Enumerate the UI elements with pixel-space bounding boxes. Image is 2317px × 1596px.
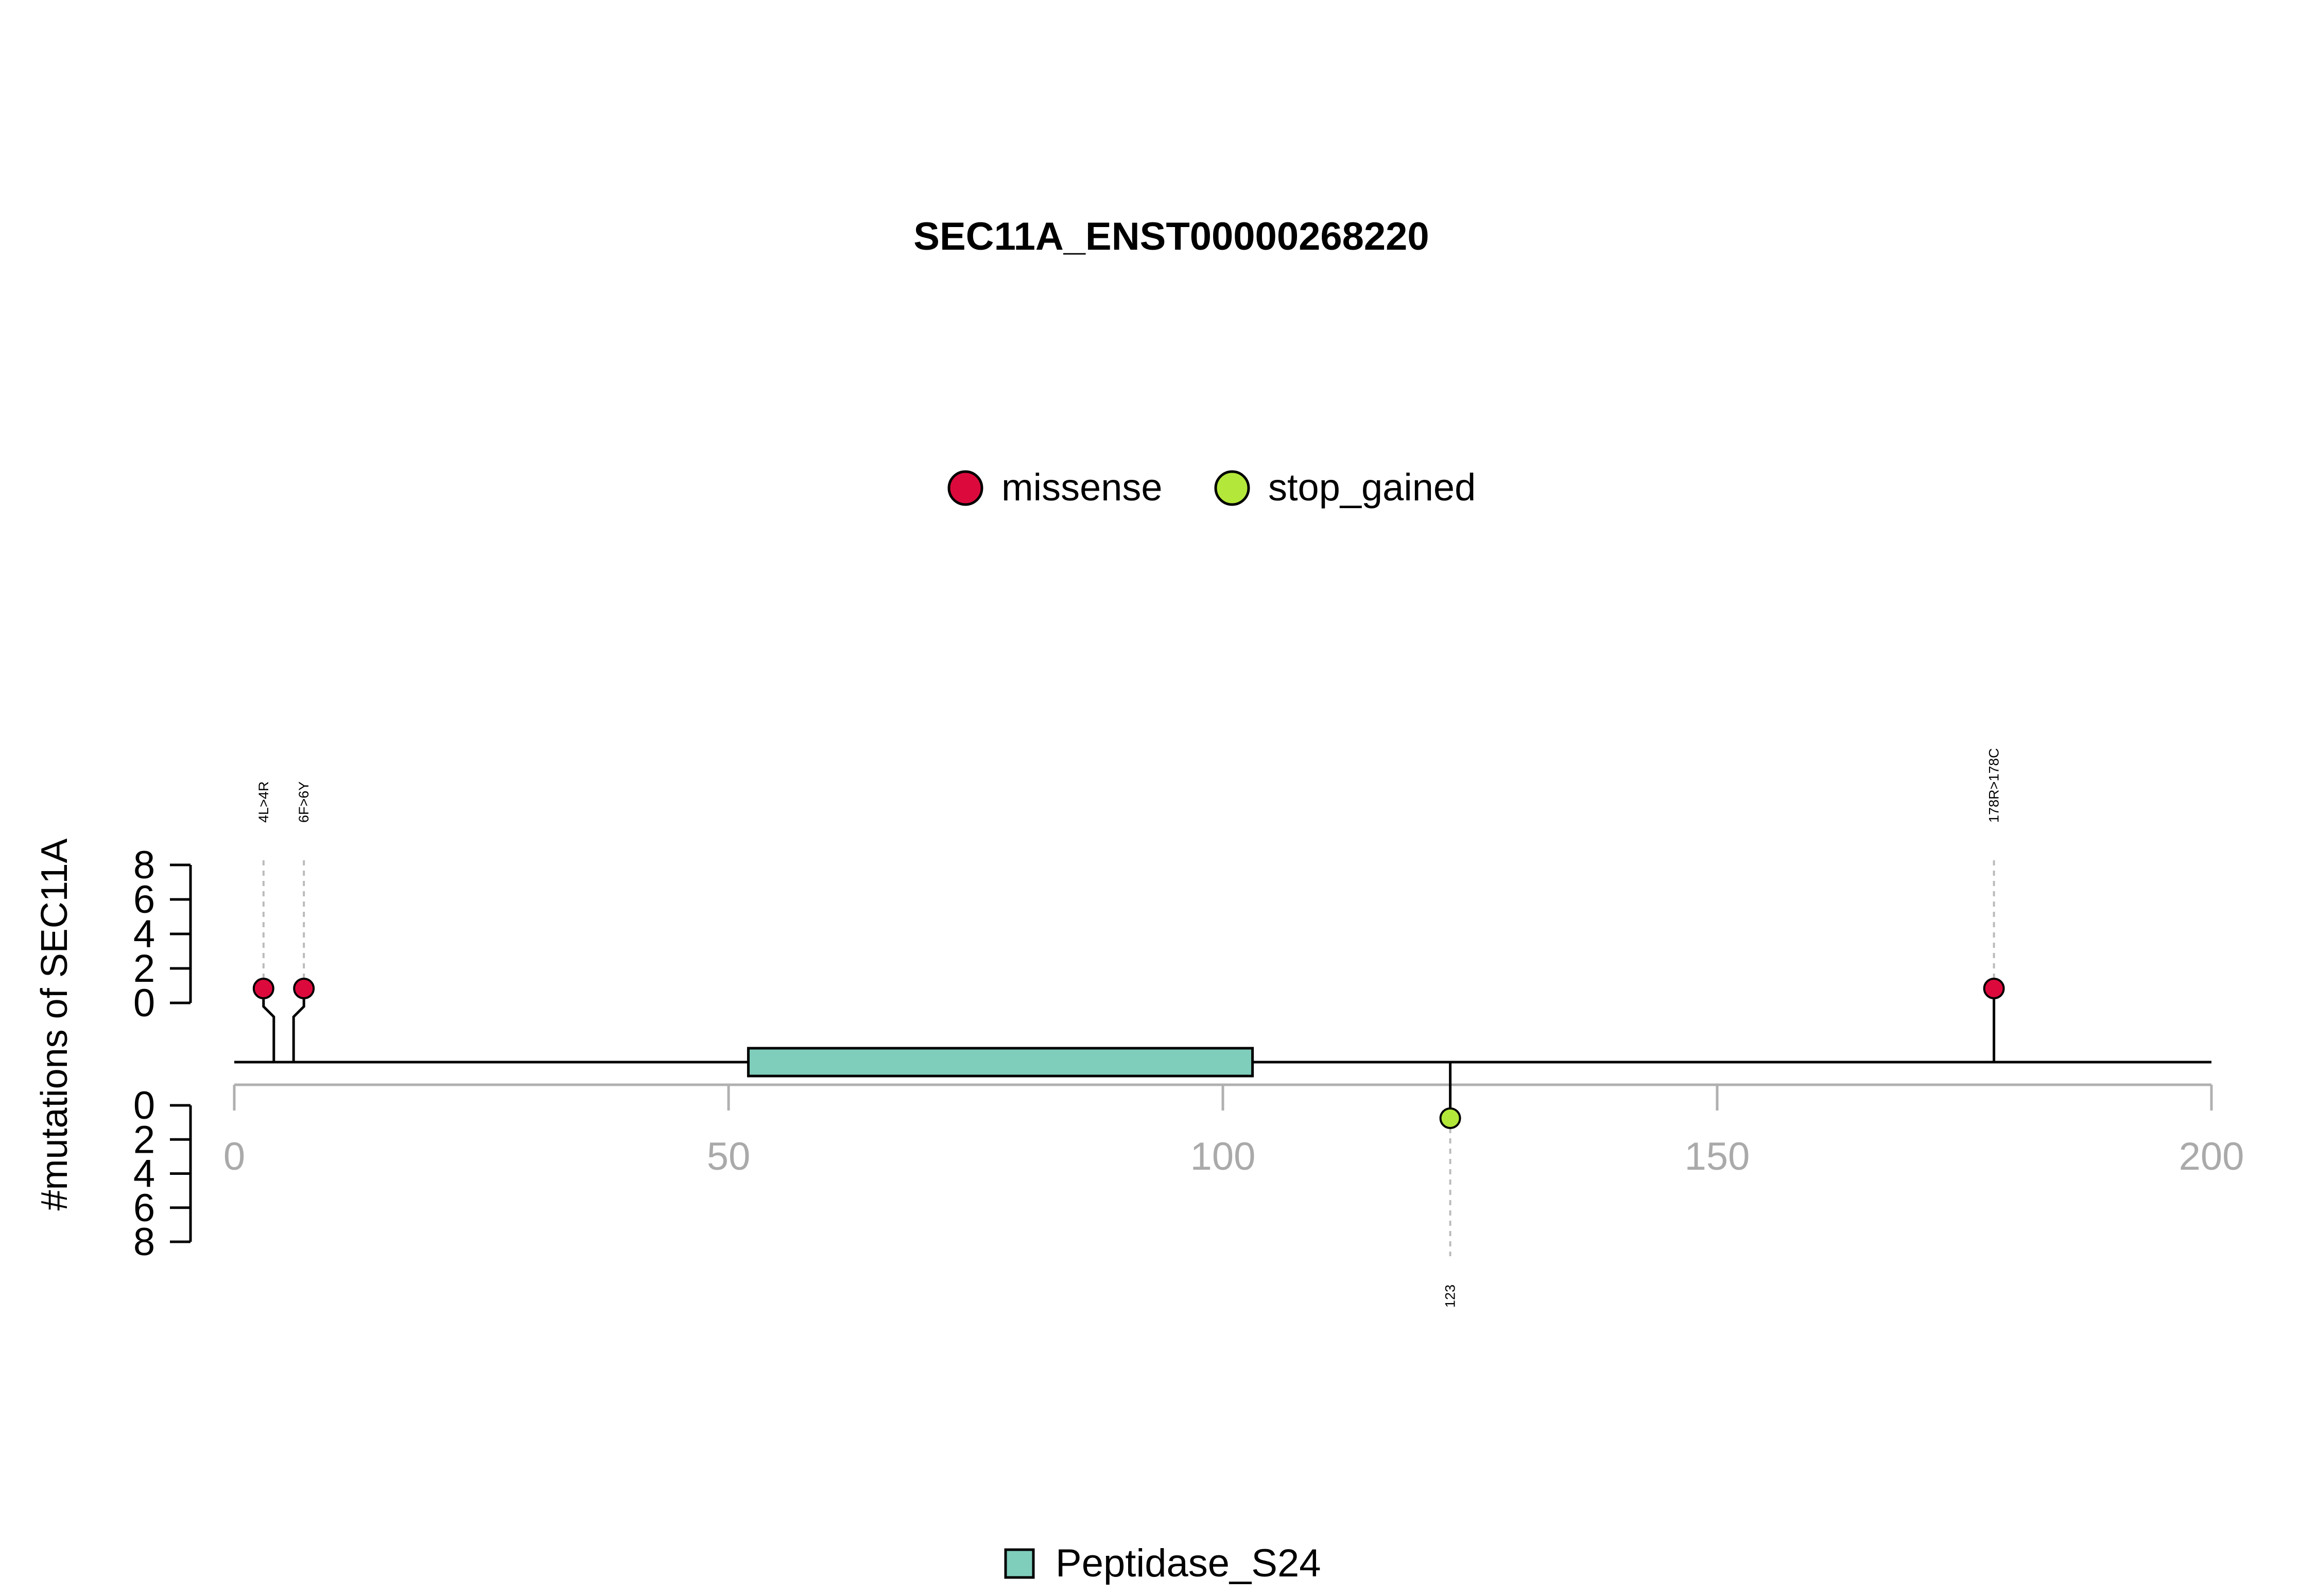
mutation-stem xyxy=(262,988,275,1062)
mutation-label: 6F>6Y xyxy=(296,782,312,823)
y-axis-label: #mutations of SEC11A xyxy=(34,838,75,1210)
domain-legend-swatch xyxy=(1004,1548,1035,1579)
x-axis-tick-label: 200 xyxy=(2179,1135,2244,1178)
mutation-label: 178R>178C xyxy=(1986,748,2002,823)
y-axis-top-tick-label: 8 xyxy=(133,843,155,887)
x-axis-tick-label: 150 xyxy=(1685,1135,1750,1178)
x-axis-tick-label: 100 xyxy=(1190,1135,1256,1178)
mutation-label: 123 xyxy=(1443,1285,1458,1308)
x-axis-tick-label: 50 xyxy=(707,1135,751,1178)
x-axis: 0 50 100 150 200 xyxy=(223,1083,2244,1178)
y-axis-bottom-tick-label: 2 xyxy=(133,1118,155,1161)
y-axis-top-tick-label: 2 xyxy=(133,947,155,991)
y-axis-bottom-tick-label: 8 xyxy=(133,1220,155,1264)
legend-stop_gained-swatch xyxy=(1214,470,1250,506)
mutation-point xyxy=(1983,978,2005,999)
legend-missense-label: missense xyxy=(1001,466,1163,509)
y-axis-bottom-tick-label: 6 xyxy=(133,1186,155,1230)
chart-title: SEC11A_ENST00000268220 xyxy=(913,215,1429,258)
mutation-point xyxy=(1439,1107,1461,1129)
mutation-point xyxy=(252,978,274,999)
domain-legend-label: Peptidase_S24 xyxy=(1056,1541,1321,1585)
domain-Peptidase_S24 xyxy=(747,1047,1254,1078)
domain-layer xyxy=(747,1047,1254,1078)
y-axis-top-tick-label: 6 xyxy=(133,878,155,922)
domain-legend: Peptidase_S24 xyxy=(1004,1541,1321,1585)
mutation-point xyxy=(293,978,315,999)
y-axis-bottom-tick-label: 4 xyxy=(133,1152,155,1196)
y-axis-bottom-tick-label: 0 xyxy=(133,1084,155,1127)
legend-stop_gained-label: stop_gained xyxy=(1268,466,1476,509)
mutation-type-legend: missense stop_gained xyxy=(947,466,1476,509)
y-axis-top-tick-label: 0 xyxy=(133,981,155,1025)
mutation-stem xyxy=(292,988,305,1062)
legend-missense-swatch xyxy=(947,470,983,506)
mutation-label: 4L>4R xyxy=(256,782,271,823)
y-axis-top-tick-label: 4 xyxy=(133,912,155,956)
x-axis-tick-label: 0 xyxy=(223,1135,245,1178)
mutation-layer: 4L>4R 6F>6Y 178R>178C 123 xyxy=(252,748,2005,1308)
